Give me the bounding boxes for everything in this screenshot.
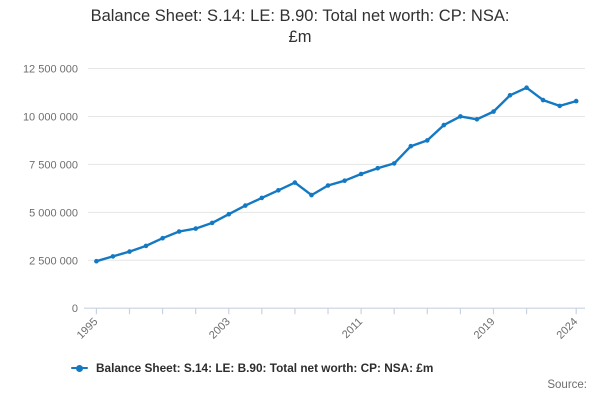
data-point: [507, 93, 513, 98]
x-axis-tick-label: 2024: [555, 316, 581, 342]
y-axis-tick-label: 5 000 000: [29, 207, 78, 219]
data-point: [226, 211, 232, 217]
data-point: [557, 103, 562, 109]
data-point: [441, 122, 447, 128]
data-point: [474, 117, 480, 122]
y-axis-tick-label: 7 500 000: [29, 159, 78, 171]
data-point: [243, 203, 248, 208]
data-point: [309, 192, 314, 198]
data-point: [342, 178, 347, 183]
x-axis-tick-label: 2003: [207, 316, 233, 342]
data-point: [573, 98, 579, 104]
chart-title-line2: £m: [288, 28, 312, 47]
data-point: [425, 138, 430, 143]
data-point: [94, 258, 99, 264]
chart-title-line1: Balance Sheet: S.14: LE: B.90: Total net…: [90, 7, 510, 25]
data-point: [524, 85, 529, 90]
data-point: [176, 229, 182, 234]
data-point: [143, 243, 149, 249]
data-point: [458, 114, 463, 119]
data-point: [276, 188, 281, 193]
data-point: [375, 165, 381, 171]
y-axis-tick-label: 2 500 000: [29, 255, 78, 267]
data-point: [160, 235, 165, 241]
data-point: [540, 97, 546, 103]
data-point: [209, 220, 215, 226]
data-point: [259, 195, 265, 201]
source-label: Source:: [547, 379, 587, 391]
y-axis-tick-label: 10 000 000: [23, 111, 78, 123]
data-point: [292, 180, 298, 185]
data-point: [325, 183, 331, 188]
chart-title: Balance Sheet: S.14: LE: B.90: Total net…: [0, 6, 600, 49]
data-point: [408, 143, 414, 149]
data-point: [491, 109, 496, 114]
data-point: [391, 161, 397, 166]
data-point: [110, 254, 116, 259]
legend: Balance Sheet: S.14: LE: B.90: Total net…: [71, 361, 433, 375]
legend-line-marker-icon: [71, 364, 88, 372]
data-line: [95, 86, 578, 263]
data-point: [127, 249, 132, 254]
x-axis-tick-label: 2011: [340, 316, 365, 341]
x-axis-tick-label: 2019: [472, 316, 498, 342]
data-point: [193, 226, 198, 231]
legend-dot-icon: [76, 364, 83, 372]
legend-label: Balance Sheet: S.14: LE: B.90: Total net…: [96, 361, 434, 375]
data-point: [358, 171, 364, 177]
y-axis-tick-label: 12 500 000: [23, 64, 78, 76]
x-axis-tick-label: 1995: [75, 316, 101, 342]
y-axis-tick-label: 0: [72, 303, 78, 315]
